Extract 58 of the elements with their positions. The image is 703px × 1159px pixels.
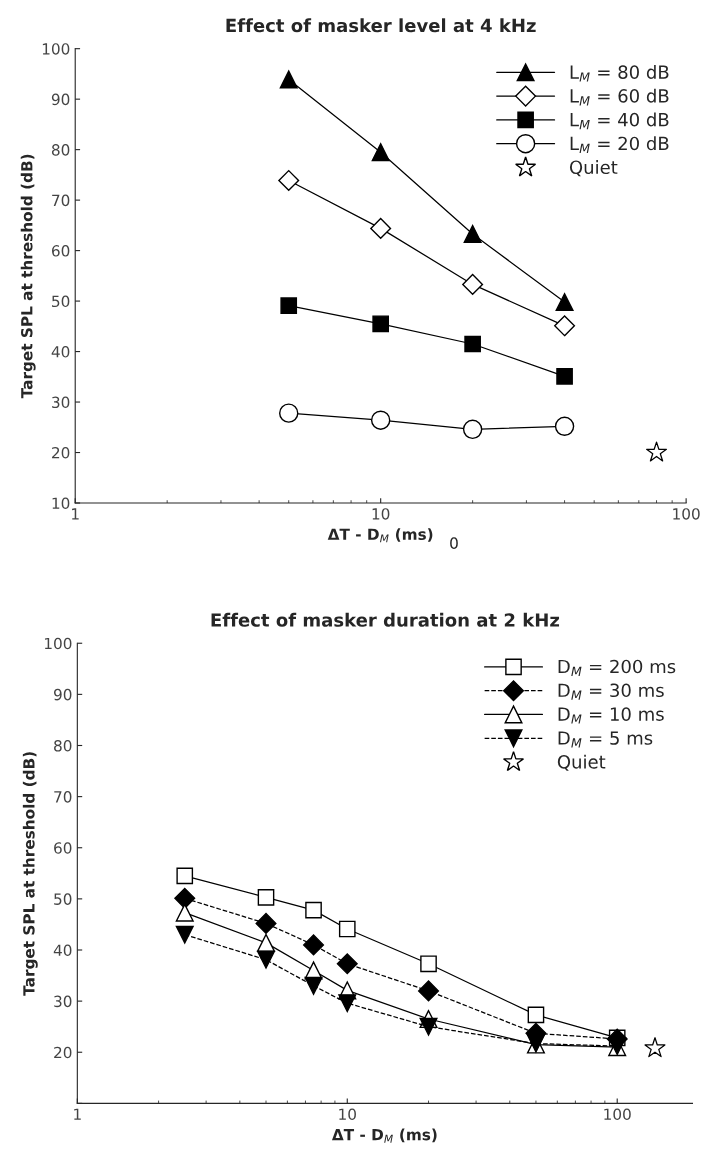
point — [279, 403, 299, 423]
point — [371, 143, 390, 162]
y-tick-label: 90 — [53, 688, 72, 701]
point — [370, 217, 392, 239]
y-tick-label: 90 — [51, 93, 70, 106]
point — [462, 273, 484, 295]
x-axis-title: ΔT - D$_{M}$ (ms) — [331, 1128, 437, 1143]
point — [463, 224, 482, 243]
x-tick-label: 100 — [604, 1108, 631, 1121]
legend-label: L$_{M}$ = 60 dB — [570, 88, 669, 106]
y-tick-label: 70 — [54, 791, 72, 803]
point — [280, 297, 298, 314]
legend-label: D$_{M}$ = 200 ms — [558, 659, 676, 677]
x-tick-label: 1 — [72, 508, 79, 520]
legend-label: L$_{M}$ = 40 dB — [570, 112, 669, 130]
point — [462, 419, 483, 440]
legend-label: L$_{M}$ = 20 dB — [570, 136, 669, 153]
x-tick-label: 10 — [372, 508, 390, 520]
point — [556, 367, 573, 385]
legend-label: D$_{M}$ = 5 ms — [558, 731, 653, 748]
y-tick-label: 100 — [42, 43, 70, 55]
y-tick-label: 20 — [54, 1046, 72, 1059]
y-tick-label: 80 — [51, 144, 70, 156]
y-tick-label: 70 — [52, 194, 70, 207]
y-tick-label: 40 — [51, 346, 70, 358]
y-tick-label: 50 — [54, 893, 72, 905]
legend-label: Quiet — [569, 160, 618, 177]
point — [554, 315, 576, 337]
y-tick-label: 10 — [52, 497, 70, 510]
legend-label: D$_{M}$ = 30 ms — [558, 683, 664, 700]
point — [554, 416, 575, 436]
chart-title: Effect of masker duration at 2 kHz — [211, 612, 560, 627]
point — [278, 169, 300, 191]
y-tick-label: 40 — [53, 944, 72, 957]
point — [279, 70, 298, 89]
legend-label: D$_{M}$ = 10 ms — [558, 707, 664, 724]
y-tick-label: 30 — [54, 995, 72, 1008]
point — [464, 335, 481, 353]
chart-title: Effect of masker level at 4 kHz — [226, 18, 536, 33]
point — [372, 315, 390, 333]
legend-label: L$_{M}$ = 80 dB — [570, 64, 669, 82]
point — [555, 293, 574, 312]
x-tick-label: 10 — [339, 1108, 356, 1121]
y-axis-title: Target SPL at threshold (dB) — [20, 154, 36, 399]
y-tick-label: 20 — [52, 446, 70, 459]
legend-label: Quiet — [557, 754, 606, 771]
y-tick-label: 60 — [51, 245, 70, 257]
x-axis-title: ΔT - D$_{M}$ (ms) — [327, 528, 433, 543]
y-tick-label: 80 — [54, 739, 72, 752]
x-tick-label: 100 — [673, 508, 700, 520]
y-tick-label: 60 — [54, 842, 72, 854]
point — [370, 410, 391, 430]
y-tick-label: 50 — [52, 295, 70, 308]
x-tick-label: 1 — [74, 1108, 81, 1120]
text: 0 — [450, 537, 458, 549]
y-tick-label: 100 — [44, 637, 72, 650]
y-axis-title: Target SPL at threshold (dB) — [22, 752, 38, 996]
y-tick-label: 30 — [52, 396, 70, 409]
